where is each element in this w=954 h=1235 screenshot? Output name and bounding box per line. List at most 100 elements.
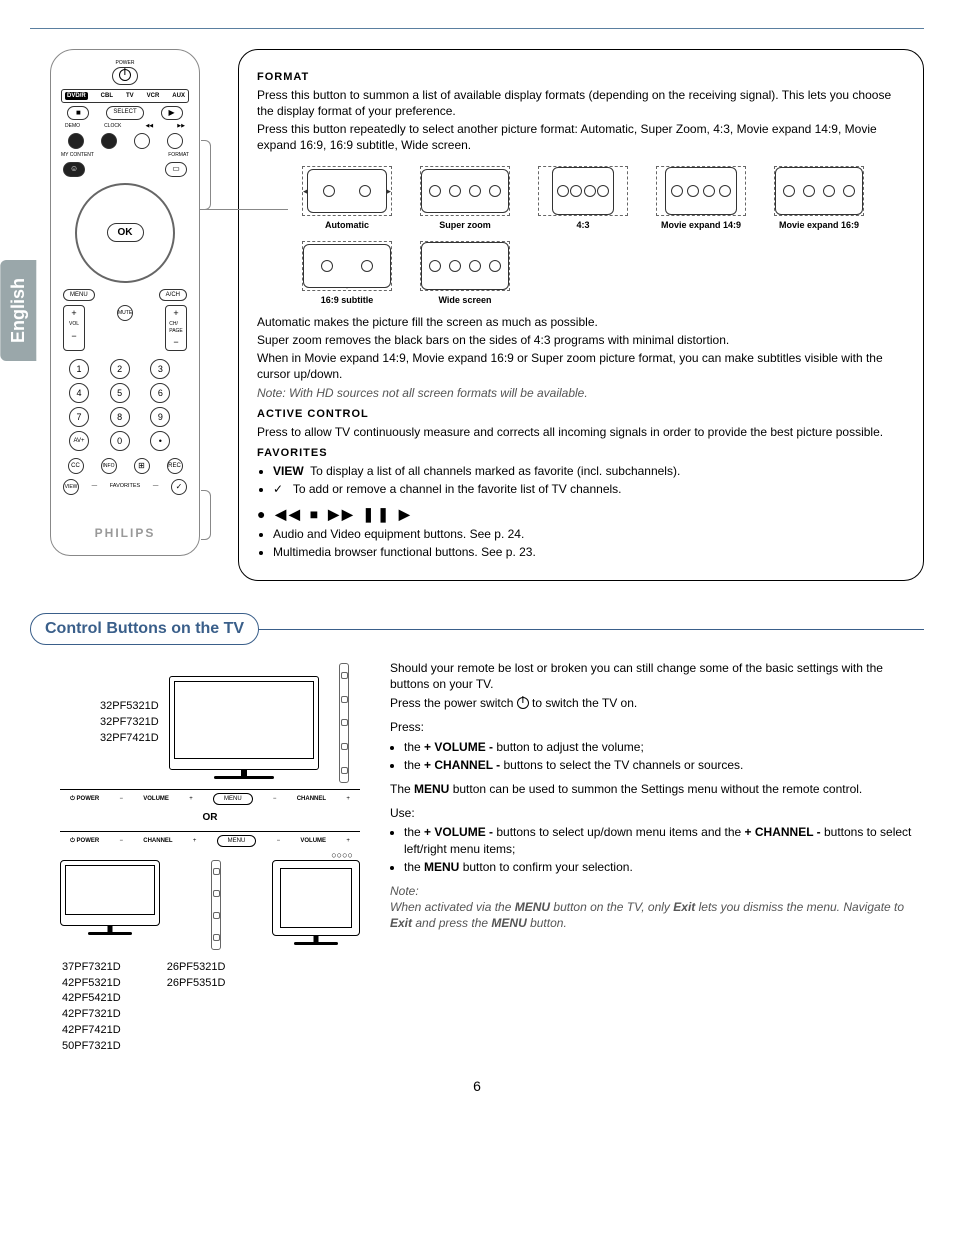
num-3: 3: [150, 359, 170, 379]
format-p2: Press this button repeatedly to select a…: [257, 121, 905, 153]
av-symbols: ● ◀◀ ■ ▶▶ ❚❚ ▶: [257, 505, 905, 524]
tv-shape-1: [60, 860, 160, 926]
control-panel-1: ⏻ POWER −VOLUME+ MENU −CHANNEL+: [60, 789, 360, 808]
format-item-label: Wide screen: [439, 294, 492, 306]
brand-logo: PHILIPS: [59, 525, 191, 541]
model-number: 37PF7321D: [62, 960, 121, 976]
navigation-ring: OK: [75, 183, 175, 283]
check-button: ✓: [171, 479, 187, 495]
model-number: 26PF5351D: [167, 976, 226, 992]
remote-column: POWER DVD/R CBL TV VCR AUX ■ SELECT ▶ DE…: [30, 49, 220, 581]
number-pad: 1 2 3 4 5 6 7 8 9 AV+ 0 •: [59, 355, 191, 455]
format-info-box: FORMAT Press this button to summon a lis…: [238, 49, 924, 581]
section-heading: Control Buttons on the TV: [30, 613, 924, 645]
format-button: ▭: [165, 162, 187, 177]
lt-li2: the + CHANNEL - buttons to select the TV…: [404, 757, 924, 773]
lower-section: 32PF5321D32PF7321D32PF7421D ⏻ POWER −VOL…: [30, 657, 924, 1055]
rec-button: REC: [167, 458, 183, 474]
format-item: ▴▾Movie expand 14:9: [651, 166, 751, 231]
stop-button: ■: [67, 106, 89, 121]
select-button: SELECT: [106, 106, 143, 121]
power-label: POWER: [59, 60, 191, 67]
tv-diagrams: 32PF5321D32PF7321D32PF7421D ⏻ POWER −VOL…: [30, 657, 360, 1055]
lt-p3: The MENU button can be used to summon th…: [390, 781, 924, 797]
vol-mute-ch-row: +VOL− MUTE +CH/ PAGE−: [59, 305, 191, 351]
num-2: 2: [110, 359, 130, 379]
format-item: ▴▾◂▸Automatic: [297, 166, 397, 231]
lt-li4: the MENU button to confirm your selectio…: [404, 859, 924, 875]
format-p1: Press this button to summon a list of av…: [257, 87, 905, 119]
mode-selector: DVD/R CBL TV VCR AUX: [61, 89, 189, 103]
lower-text: Should your remote be lost or broken you…: [390, 657, 924, 1055]
num-8: 8: [110, 407, 130, 427]
lt-press: Press:: [390, 719, 924, 735]
lt-li1: the + VOLUME - button to adjust the volu…: [404, 739, 924, 755]
model-number: 42PF7321D: [62, 1007, 121, 1023]
format-item-label: Movie expand 14:9: [661, 219, 741, 231]
yellow-button: [134, 133, 150, 149]
page-number: 6: [30, 1077, 924, 1096]
remote-notch: [201, 140, 211, 210]
models-list-c: 26PF5321D26PF5351D: [167, 960, 226, 992]
format-p4: Super zoom removes the black bars on the…: [257, 332, 905, 348]
volume-rocker: +VOL−: [63, 305, 85, 351]
model-number: 26PF5321D: [167, 960, 226, 976]
mode-aux: AUX: [172, 92, 185, 100]
ok-button: OK: [107, 223, 144, 243]
favorites-heading: FAVORITES: [257, 446, 905, 461]
leader-line: [198, 209, 288, 210]
section-title: Control Buttons on the TV: [30, 613, 259, 645]
top-rule: [30, 28, 924, 29]
format-p3: Automatic makes the picture fill the scr…: [257, 314, 905, 330]
format-item-label: 4:3: [576, 219, 589, 231]
lt-p1: Should your remote be lost or broken you…: [390, 660, 924, 692]
format-item: ▴▾16:9 subtitle: [297, 241, 397, 306]
fforward-icon: ▶▶: [177, 123, 185, 130]
mute-button: MUTE: [117, 305, 133, 321]
cc-button: CC: [68, 458, 84, 474]
num-0: 0: [110, 431, 130, 451]
format-item: Wide screen: [415, 241, 515, 306]
favorites-label: FAVORITES: [110, 483, 140, 490]
tv-wide-diagram: [169, 676, 319, 770]
lt-use: Use:: [390, 805, 924, 821]
format-label: FORMAT: [168, 152, 189, 159]
models-list-a: 32PF5321D32PF7321D32PF7421D: [100, 699, 159, 747]
format-item-label: Automatic: [325, 219, 369, 231]
model-number: 42PF5321D: [62, 976, 121, 992]
mycontent-button: ☺: [63, 162, 85, 177]
clock-label: CLOCK: [104, 123, 121, 130]
remote-control-diagram: POWER DVD/R CBL TV VCR AUX ■ SELECT ▶ DE…: [50, 49, 200, 556]
models-list-b: 37PF7321D42PF5321D42PF5421D42PF7321D42PF…: [62, 960, 121, 1056]
remote-notch: [201, 490, 211, 540]
format-item-label: 16:9 subtitle: [321, 294, 374, 306]
num-9: 9: [150, 407, 170, 427]
format-heading: FORMAT: [257, 70, 905, 85]
model-number: 42PF5421D: [62, 991, 121, 1007]
model-number: 42PF7421D: [62, 1023, 121, 1039]
lt-li3: the + VOLUME - buttons to select up/down…: [404, 824, 924, 856]
favorites-row: VIEW — FAVORITES — ✓: [59, 477, 191, 497]
active-control-p1: Press to allow TV continuously measure a…: [257, 424, 905, 440]
num-4: 4: [69, 383, 89, 403]
av-item-1: Audio and Video equipment buttons. See p…: [273, 526, 905, 542]
model-number: 32PF5321D: [100, 699, 159, 715]
speaker-bar: [211, 860, 221, 950]
model-number: 32PF7421D: [100, 731, 159, 747]
av-item-2: Multimedia browser functional buttons. S…: [273, 544, 905, 560]
format-item-label: Super zoom: [439, 219, 491, 231]
mode-tv: TV: [126, 92, 134, 100]
section-rule: [249, 629, 924, 630]
favorites-item-view: VIEW To display a list of all channels m…: [273, 463, 905, 479]
format-item: ▴▾Super zoom: [415, 166, 515, 231]
menu-button: MENU: [63, 289, 95, 301]
model-number: 32PF7321D: [100, 715, 159, 731]
num-7: 7: [69, 407, 89, 427]
active-control-heading: ACTIVE CONTROL: [257, 407, 905, 422]
format-note: Note: With HD sources not all screen for…: [257, 385, 905, 401]
lt-note: Note: When activated via the MENU button…: [390, 883, 924, 932]
mycontent-label: MY CONTENT: [61, 152, 94, 159]
ach-button: A/CH: [159, 289, 187, 301]
guide-button: ⊞: [134, 458, 150, 474]
control-panel-2: ⏻ POWER −CHANNEL+ MENU −VOLUME+: [60, 831, 360, 850]
